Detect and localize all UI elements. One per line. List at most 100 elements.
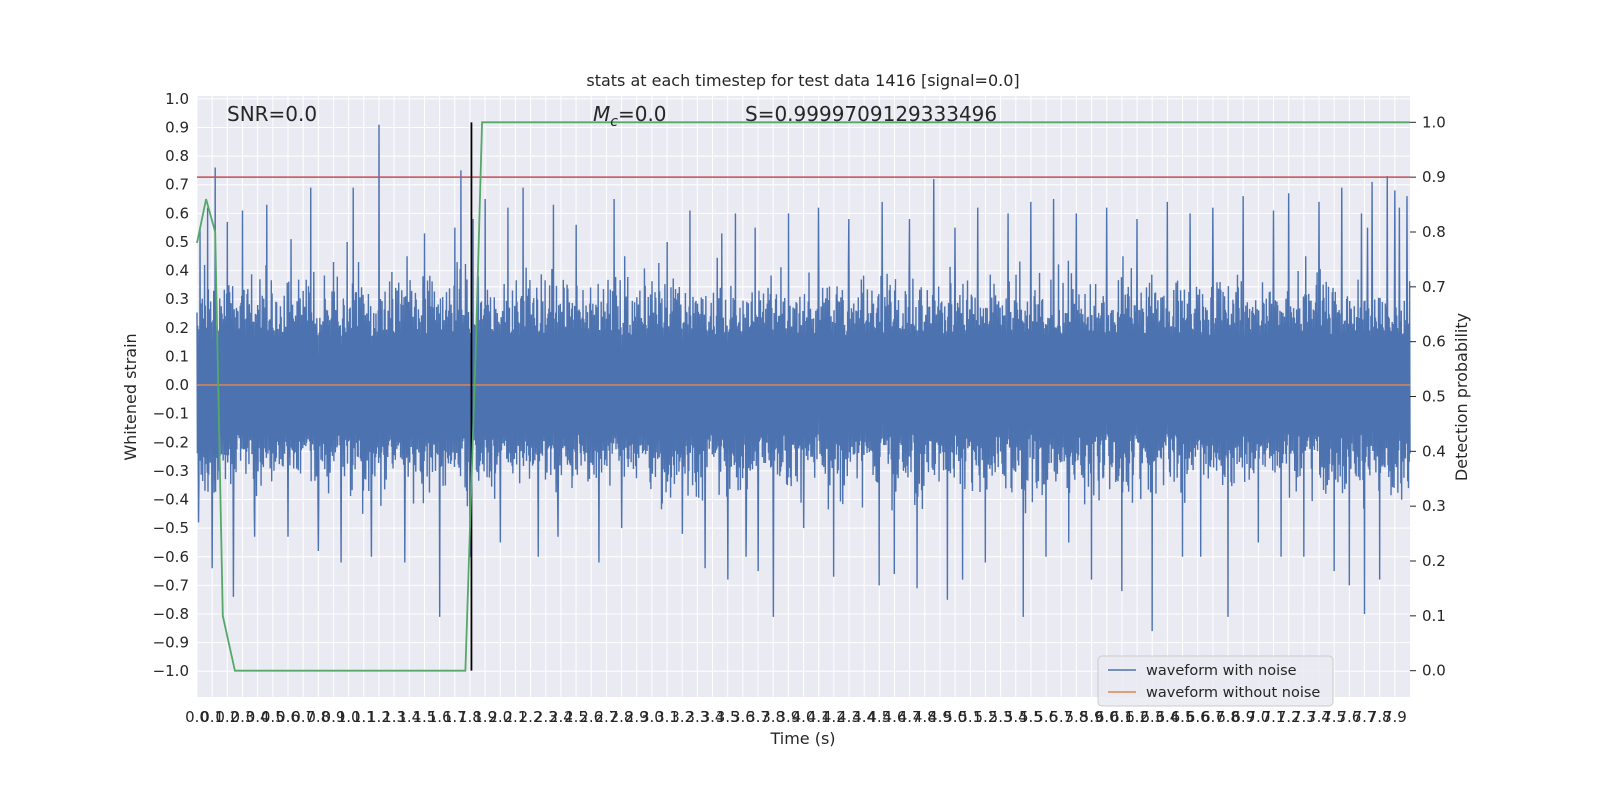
x-tick-label: 2.1 xyxy=(503,708,527,726)
x-tick-label: 7.2 xyxy=(1277,708,1301,726)
x-tick-label: 3.8 xyxy=(761,708,785,726)
x-tick-label: 0.1 xyxy=(200,708,224,726)
y-tick-label: −0.5 xyxy=(153,519,189,537)
x-tick-label: 3.0 xyxy=(640,708,664,726)
x-tick-label: 2.8 xyxy=(610,708,634,726)
x-tick-label: 6.7 xyxy=(1201,708,1225,726)
y-tick-label: 0.8 xyxy=(165,147,189,165)
x-tick-label: 3.7 xyxy=(746,708,770,726)
y-tick-label: 0.5 xyxy=(165,233,189,251)
x-tick-label: 0.2 xyxy=(215,708,239,726)
x-tick-label: 6.4 xyxy=(1155,708,1179,726)
chirp-mass-symbol: M xyxy=(593,102,610,126)
x-tick-label: 6.1 xyxy=(1110,708,1134,726)
x-tick-label: 3.4 xyxy=(701,708,725,726)
x-tick-label: 2.6 xyxy=(579,708,603,726)
x-tick-label: 5.8 xyxy=(1064,708,1088,726)
x-tick-label: 4.4 xyxy=(852,708,876,726)
x-tick-label: 3.2 xyxy=(670,708,694,726)
y-tick-label: −0.8 xyxy=(153,605,189,623)
y-axis-label: Whitened strain xyxy=(121,333,140,460)
x-tick-label: 6.9 xyxy=(1231,708,1255,726)
x-tick-label: 2.4 xyxy=(549,708,573,726)
x-tick-label: 1.1 xyxy=(352,708,376,726)
x-tick-label: 4.9 xyxy=(928,708,952,726)
x-tick-label: 2.2 xyxy=(519,708,543,726)
y-tick-label: 1.0 xyxy=(165,90,189,108)
y2-tick-label: 0.3 xyxy=(1422,497,1446,515)
x-tick-label: 1.3 xyxy=(382,708,406,726)
y-tick-label: −0.4 xyxy=(153,491,189,509)
y2-tick-label: 0.8 xyxy=(1422,223,1446,241)
x-tick-label: 0.8 xyxy=(306,708,330,726)
x-tick-label: 7.8 xyxy=(1368,708,1392,726)
x-tick-label: 7.7 xyxy=(1353,708,1377,726)
chirp-mass-subscript: c xyxy=(610,114,618,130)
x-tick-label: 6.0 xyxy=(1095,708,1119,726)
x-tick-label: 6.2 xyxy=(1125,708,1149,726)
x-tick-label: 0.5 xyxy=(261,708,285,726)
y-tick-label: −0.1 xyxy=(153,405,189,423)
x-tick-label: 0.7 xyxy=(291,708,315,726)
chart-title: stats at each timestep for test data 141… xyxy=(586,71,1019,90)
x-tick-label: 7.5 xyxy=(1322,708,1346,726)
x-tick-label: 6.3 xyxy=(1140,708,1164,726)
x-tick-label: 1.5 xyxy=(413,708,437,726)
y2-tick-label: 0.6 xyxy=(1422,333,1446,351)
x-tick-label: 3.3 xyxy=(685,708,709,726)
x-tick-label: 4.0 xyxy=(792,708,816,726)
tick-labels: 0.00.10.20.30.40.50.60.70.80.91.01.11.21… xyxy=(153,90,1446,726)
x-tick-label: 4.3 xyxy=(837,708,861,726)
plot-area: 0.00.10.20.30.40.50.60.70.80.91.01.11.21… xyxy=(153,90,1446,726)
x-tick-label: 5.0 xyxy=(943,708,967,726)
x-tick-label: 1.8 xyxy=(458,708,482,726)
x-tick-label: 6.5 xyxy=(1171,708,1195,726)
x-tick-label: 7.3 xyxy=(1292,708,1316,726)
chirp-mass-value: =0.0 xyxy=(618,102,667,126)
x-tick-label: 5.4 xyxy=(1004,708,1028,726)
x-tick-label: 5.9 xyxy=(1080,708,1104,726)
x-tick-label: 1.2 xyxy=(367,708,391,726)
y2-tick-label: 0.1 xyxy=(1422,607,1446,625)
detection-score-annotation: S=0.9999709129333496 xyxy=(745,102,997,126)
y2-axis-label: Detection probability xyxy=(1452,313,1471,481)
x-tick-label: 1.6 xyxy=(428,708,452,726)
x-tick-label: 6.8 xyxy=(1216,708,1240,726)
y-tick-label: 0.6 xyxy=(165,204,189,222)
x-tick-label: 5.1 xyxy=(958,708,982,726)
legend-label: waveform without noise xyxy=(1146,685,1320,701)
x-tick-label: 4.5 xyxy=(867,708,891,726)
y-tick-label: −0.2 xyxy=(153,433,189,451)
y-tick-label: 0.0 xyxy=(165,376,189,394)
y-tick-label: 0.7 xyxy=(165,176,189,194)
x-tick-label: 1.9 xyxy=(473,708,497,726)
x-tick-label: 7.6 xyxy=(1337,708,1361,726)
x-tick-label: 6.6 xyxy=(1186,708,1210,726)
x-tick-label: 1.4 xyxy=(397,708,421,726)
x-tick-label: 7.4 xyxy=(1307,708,1331,726)
y2-tick-label: 0.4 xyxy=(1422,442,1446,460)
x-tick-label: 3.6 xyxy=(731,708,755,726)
x-tick-label: 5.7 xyxy=(1049,708,1073,726)
snr-annotation: SNR=0.0 xyxy=(227,102,317,126)
x-tick-label: 0.0 xyxy=(185,708,209,726)
x-tick-label: 4.8 xyxy=(913,708,937,726)
y-tick-label: −0.6 xyxy=(153,548,189,566)
x-tick-label: 2.7 xyxy=(594,708,618,726)
y-tick-label: −1.0 xyxy=(153,662,189,680)
x-tick-label: 4.1 xyxy=(807,708,831,726)
y2-tick-label: 0.2 xyxy=(1422,552,1446,570)
x-tick-label: 3.5 xyxy=(716,708,740,726)
x-tick-label: 5.3 xyxy=(989,708,1013,726)
legend: waveform with noise waveform without nois… xyxy=(1097,655,1334,707)
y2-tick-label: 0.5 xyxy=(1422,388,1446,406)
chirp-mass-annotation: Mc=0.0 xyxy=(593,102,667,130)
x-tick-label: 5.2 xyxy=(974,708,998,726)
x-tick-label: 4.2 xyxy=(822,708,846,726)
x-tick-label: 1.0 xyxy=(337,708,361,726)
x-tick-label: 7.0 xyxy=(1246,708,1270,726)
x-tick-label: 5.5 xyxy=(1019,708,1043,726)
series-waveform-with-noise xyxy=(196,124,1411,632)
x-tick-label: 1.7 xyxy=(443,708,467,726)
